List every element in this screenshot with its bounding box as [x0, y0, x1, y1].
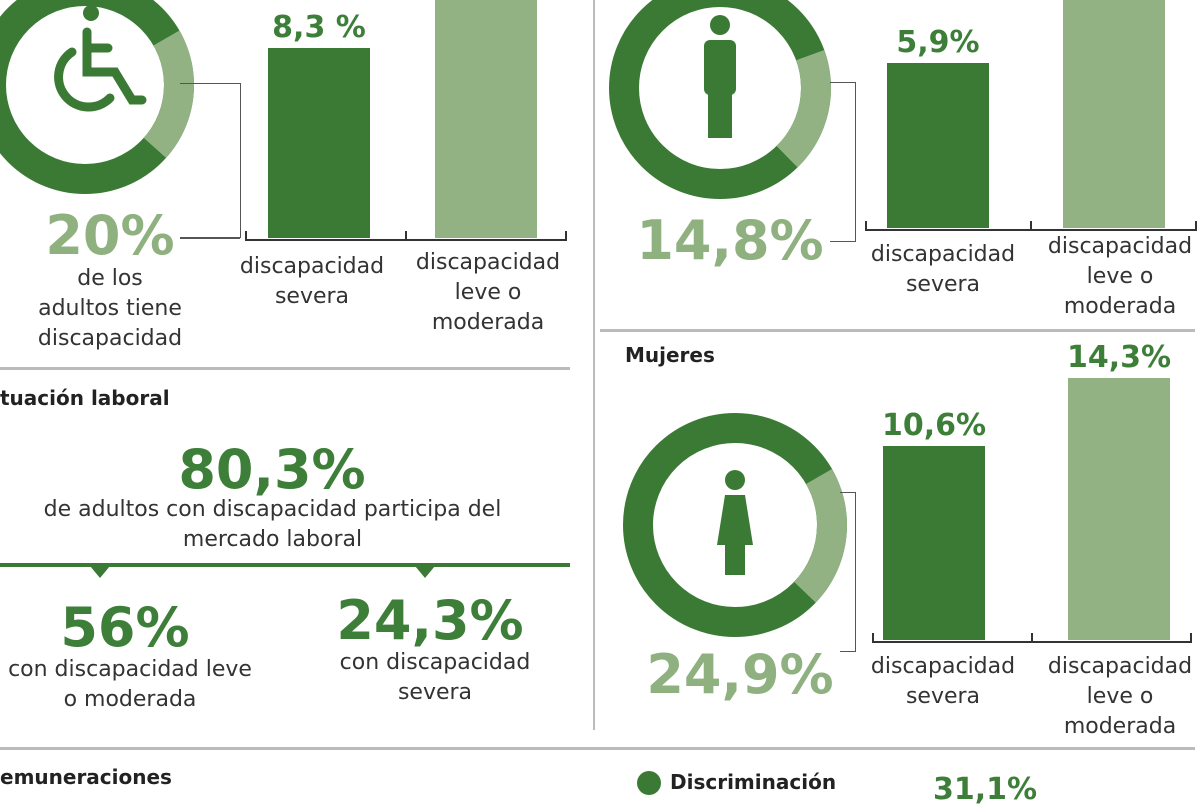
divider	[593, 0, 595, 730]
bar-leve	[435, 0, 537, 238]
axis-tick	[1031, 633, 1033, 643]
remuneraciones-heading: emuneraciones	[0, 765, 172, 789]
axis-tick	[405, 231, 407, 241]
men-percent: 14,8%	[636, 209, 824, 272]
total-percent: 20%	[45, 204, 175, 267]
divider	[0, 747, 1195, 750]
category-label: discapacidad leve o moderada	[415, 250, 561, 335]
labor-heading: tuación laboral	[0, 386, 170, 410]
bar-severa	[883, 446, 985, 640]
connector	[180, 83, 241, 238]
bar-severa	[887, 62, 989, 228]
labor-severa-caption: con discapacidad severa	[339, 650, 531, 705]
axis-tick	[872, 633, 874, 643]
labor-caption: de adultos con discapacidad participa de…	[43, 497, 502, 552]
axis-tick	[1030, 221, 1032, 231]
divider	[0, 367, 570, 370]
axis-tick	[865, 221, 867, 231]
labor-split-line	[0, 563, 570, 567]
woman-icon	[717, 470, 753, 575]
bar-leve	[1063, 0, 1165, 228]
axis-tick	[1190, 633, 1192, 643]
donut-total	[0, 0, 194, 194]
category-label: discapacidad leve o moderada	[1047, 234, 1193, 319]
bar-severa	[268, 47, 370, 238]
bar-leve	[1068, 378, 1170, 640]
category-label: discapacidad severa	[870, 242, 1016, 297]
women-percent: 24,9%	[646, 643, 834, 706]
legend-dot	[637, 771, 661, 795]
axis-tick	[565, 231, 567, 241]
category-label: discapacidad severa	[870, 654, 1016, 709]
bar-value-label: 14,3%	[1066, 340, 1172, 376]
wheelchair-icon	[54, 5, 147, 112]
labor-percent: 80,3%	[178, 438, 366, 501]
donut-women	[623, 413, 847, 637]
labor-severa-percent: 24,3%	[336, 589, 524, 652]
labor-leve-caption: con discapacidad leve o moderada	[8, 657, 252, 712]
bar-value-label: 10,6%	[881, 408, 987, 444]
bar-value-label: 8,3 %	[272, 9, 366, 45]
category-label: discapacidad severa	[239, 254, 385, 309]
man-icon	[704, 15, 736, 138]
bar-value-label: 5,9%	[896, 24, 980, 60]
pointer-icon	[415, 566, 435, 578]
divider	[600, 329, 1195, 332]
legend-value: 31,1%	[932, 772, 1038, 807]
pointer-icon	[90, 566, 110, 578]
women-heading: Mujeres	[625, 343, 715, 367]
total-caption: de los adultos tiene discapacidad	[37, 266, 183, 351]
category-label: discapacidad leve o moderada	[1047, 654, 1193, 739]
donut-men	[609, 0, 831, 199]
axis-tick	[245, 231, 247, 241]
legend-label: Discriminación	[670, 770, 837, 794]
axis-tick	[1195, 221, 1197, 231]
labor-leve-percent: 56%	[60, 596, 190, 659]
